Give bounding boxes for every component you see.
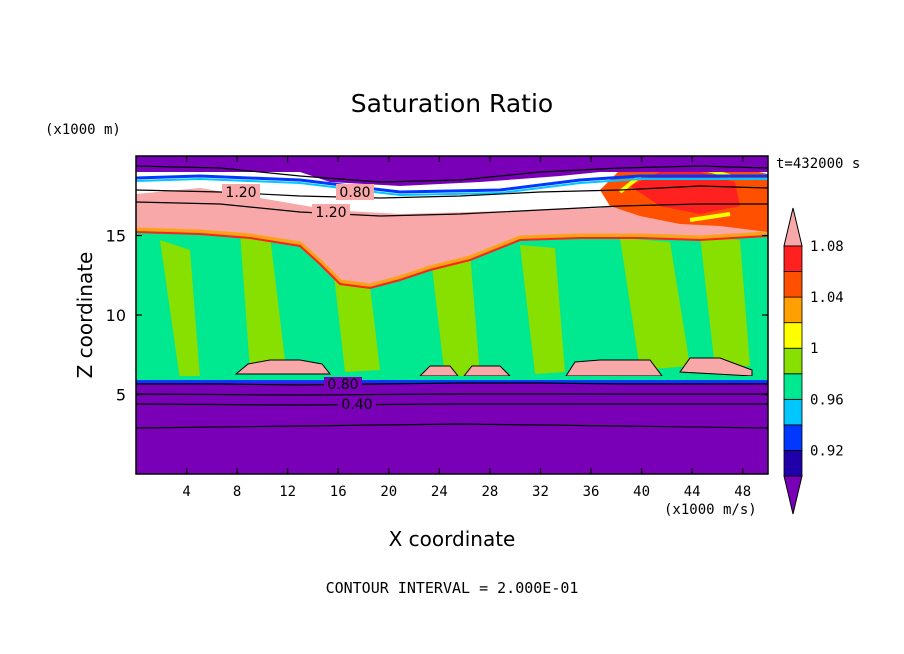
contour-label-5: 0.40 [341, 397, 372, 413]
cloud-base-blue [136, 380, 768, 383]
colorbar-swatch [783, 245, 803, 272]
green-plume-5 [520, 245, 565, 374]
x-tick-label: 44 [684, 484, 701, 500]
upper-band-edge [136, 227, 768, 289]
contour-label-2: 0.80 [339, 185, 370, 201]
stratosphere-dip [136, 156, 768, 186]
y-unit-label: (x1000 m) [45, 122, 121, 138]
colorbar-swatch [783, 450, 803, 477]
y-tick-label: 15 [106, 227, 126, 246]
cloud-patch-5 [679, 357, 753, 377]
colorbar-swatch [783, 296, 803, 324]
contour-label-3: 1.20 [315, 205, 346, 221]
colorbar-label: 1.04 [810, 290, 844, 306]
colorbar-swatch [783, 373, 803, 400]
x-axis-ticks: 4 8 12 16 20 24 28 32 36 40 44 48 [182, 156, 751, 500]
contour-label-bg-3 [312, 204, 350, 220]
cloud-base-edge [136, 376, 768, 382]
colorbar-label: 0.92 [810, 443, 844, 459]
chart-title: Saturation Ratio [351, 89, 553, 118]
contour-label-bg-5 [338, 397, 376, 411]
y-tick-label: 10 [106, 306, 126, 325]
green-plume-1 [160, 240, 200, 380]
cloud-patch-4 [565, 359, 663, 377]
contour-label-bg-1 [222, 184, 260, 200]
contour-interval-footer: CONTOUR INTERVAL = 2.000E-01 [326, 579, 579, 597]
colorbar-swatch [783, 322, 803, 349]
green-plume-6 [620, 238, 690, 370]
stratosphere-edge [136, 174, 768, 194]
green-plume-7 [700, 236, 750, 368]
stratosphere-edge-cyan [136, 177, 768, 197]
heatmap-field [136, 156, 768, 474]
x-axis-title: X coordinate [389, 527, 516, 551]
colorbar-top-arrow [783, 207, 803, 247]
cloud-patch-1 [234, 359, 332, 375]
x-tick-label: 48 [734, 484, 751, 500]
upper-supersaturated-band [136, 188, 768, 286]
x-tick-label: 12 [279, 484, 296, 500]
x-tick-label: 8 [233, 484, 241, 500]
contour-label-bg-2 [336, 184, 374, 200]
colorbar-swatch [783, 424, 803, 451]
contour-label-4: 0.80 [327, 377, 358, 393]
x-tick-label: 24 [431, 484, 448, 500]
x-tick-label: 40 [633, 484, 650, 500]
contour-label-group: 1.20 0.80 1.20 0.80 0.40 [222, 184, 376, 413]
x-tick-label: 36 [583, 484, 600, 500]
colorbar-label: 1 [810, 341, 818, 357]
colorbar-swatch [783, 347, 803, 375]
upper-band-edge-red [136, 231, 768, 290]
green-plume-2 [240, 232, 285, 370]
x-unit-label: (x1000 m/s) [664, 502, 757, 518]
colorbar-bottom-arrow [783, 475, 803, 515]
green-plume-4 [430, 250, 480, 378]
colorbar-swatch [783, 271, 803, 298]
x-tick-label: 20 [380, 484, 397, 500]
contour-label-1: 1.20 [225, 185, 256, 201]
x-tick-label: 28 [481, 484, 498, 500]
time-label: t=432000 s [776, 156, 860, 172]
y-axis-title: Z coordinate [73, 252, 97, 379]
colorbar-swatch [783, 398, 803, 426]
contour-label-bg-4 [324, 377, 362, 391]
x-tick-label: 32 [532, 484, 549, 500]
y-axis-ticks: 5 10 15 [106, 227, 768, 405]
colorbar-label: 1.08 [810, 239, 844, 255]
y-tick-label: 5 [116, 386, 126, 405]
colorbar: 1.08 1.04 1 0.96 0.92 [783, 207, 844, 515]
x-tick-label: 4 [182, 484, 190, 500]
x-tick-label: 16 [330, 484, 347, 500]
colorbar-label: 0.96 [810, 392, 844, 408]
